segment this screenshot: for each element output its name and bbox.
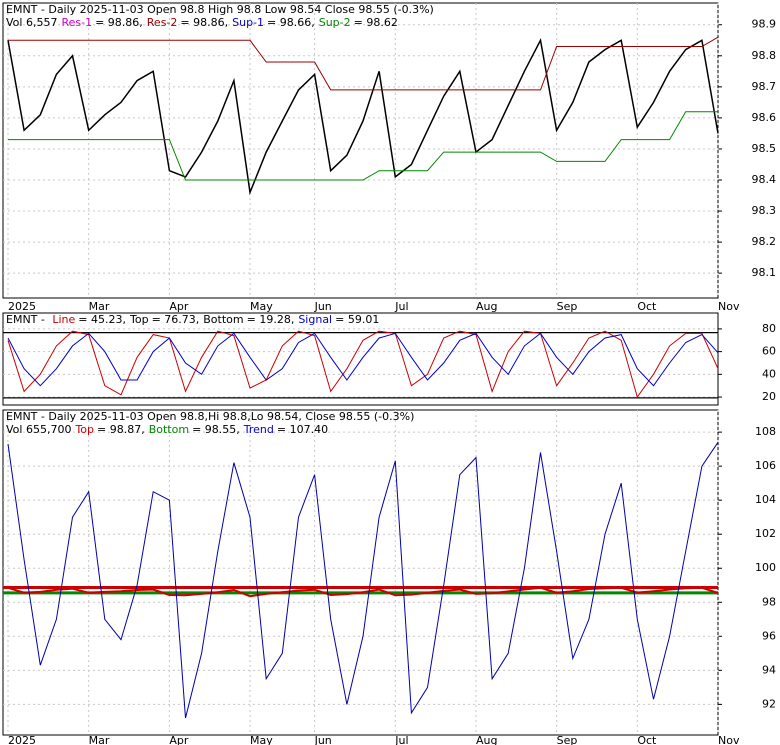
legend-part: = 98.86, [95, 16, 143, 29]
legend-part: = 98.62 [354, 16, 398, 29]
x-tick-label: Mar [89, 734, 110, 745]
y-tick-label: 98.5 [752, 142, 777, 155]
x-tick-label: Jul [394, 300, 408, 313]
x-tick-label: Nov [718, 300, 740, 313]
series-line [7, 442, 719, 719]
x-tick-label: Mar [89, 300, 110, 313]
legend-part: Vol 655,700 [6, 423, 71, 436]
legend-line: Vol 655,700 Top = 98.87, Bottom = 98.55, Tren… [6, 423, 328, 436]
legend-part: Res-2 [147, 16, 178, 29]
legend-line: EMNT - Line = 45.23, Top = 76.73, Bottom = 19… [6, 313, 379, 326]
y-tick-label: 98.6 [752, 111, 777, 124]
x-tick-label: Jun [314, 300, 332, 313]
x-tick-label: Apr [169, 734, 189, 745]
series-line [8, 36, 719, 91]
x-tick-label: May [250, 734, 273, 745]
legend-part: Signal [298, 313, 332, 326]
y-tick-label: 108 [755, 425, 776, 438]
series-line [7, 37, 719, 196]
y-tick-label: 98.1 [752, 266, 777, 279]
legend-part: = 76.73, [152, 313, 200, 326]
y-tick-label: 60 [762, 345, 776, 358]
y-tick-label: 106 [755, 459, 776, 472]
y-tick-label: 102 [755, 527, 776, 540]
legend-part: Trend [243, 423, 274, 436]
legend-part: Top [74, 423, 94, 436]
legend-part: = 45.23, [78, 313, 126, 326]
legend-line: Vol 6,557 Res-1 = 98.86, Res-2 = 98.86, Sup-1… [6, 16, 398, 29]
legend-part: EMNT - [6, 313, 48, 326]
legend-part: = 98.86, [180, 16, 228, 29]
legend-part: Res-1 [61, 16, 92, 29]
y-tick-label: 94 [762, 663, 776, 676]
x-tick-label: Nov [718, 734, 740, 745]
y-tick-label: 80 [762, 322, 776, 335]
x-tick-label: Oct [637, 300, 657, 313]
series-line [8, 111, 718, 181]
x-tick-label: 2025 [8, 734, 36, 745]
x-tick-label: Apr [169, 300, 189, 313]
y-tick-label: 96 [762, 629, 776, 642]
panel-frame [2, 2, 719, 299]
y-tick-label: 100 [755, 561, 776, 574]
legend-part: Vol 6,557 [6, 16, 57, 29]
y-tick-label: 98.9 [752, 18, 777, 31]
x-tick-label: May [250, 300, 273, 313]
y-tick-label: 98.2 [752, 235, 777, 248]
legend-part: = 98.55, [192, 423, 240, 436]
legend-part: Line [52, 313, 75, 326]
legend-part: Top [129, 313, 149, 326]
legend-part: Bottom [203, 313, 243, 326]
x-tick-label: Jul [394, 734, 408, 745]
legend-part: = 98.87, [97, 423, 145, 436]
y-tick-label: 98.7 [752, 80, 777, 93]
x-tick-label: Sep [557, 734, 578, 745]
panel-title: EMNT - Daily 2025-11-03 Open 98.8,Hi 98.… [6, 410, 414, 423]
x-tick-label: Sep [557, 300, 578, 313]
series-line [7, 330, 719, 399]
legend-part: = 98.66, [267, 16, 315, 29]
panel-frame [2, 409, 719, 736]
x-tick-label: Aug [476, 734, 497, 745]
legend-part: Sup-2 [319, 16, 351, 29]
panel-frame [2, 312, 719, 406]
legend-part: Bottom [149, 423, 189, 436]
y-tick-label: 98 [762, 595, 776, 608]
price-line [7, 586, 719, 598]
series-line [7, 332, 719, 387]
y-tick-label: 98.8 [752, 49, 777, 62]
y-tick-label: 92 [762, 697, 776, 710]
legend-part: = 59.01 [335, 313, 379, 326]
x-tick-label: Aug [476, 300, 497, 313]
x-tick-label: 2025 [8, 300, 36, 313]
legend-part: = 107.40 [277, 423, 328, 436]
x-tick-label: Oct [637, 734, 657, 745]
y-tick-label: 98.3 [752, 204, 777, 217]
y-tick-label: 20 [762, 390, 776, 403]
y-tick-label: 40 [762, 367, 776, 380]
legend-part: = 19.28, [247, 313, 295, 326]
y-tick-label: 98.4 [752, 173, 777, 186]
legend-part: Sup-1 [232, 16, 264, 29]
panel-title: EMNT - Daily 2025-11-03 Open 98.8 High 9… [6, 3, 434, 16]
y-tick-label: 104 [755, 493, 776, 506]
x-tick-label: Jun [314, 734, 332, 745]
